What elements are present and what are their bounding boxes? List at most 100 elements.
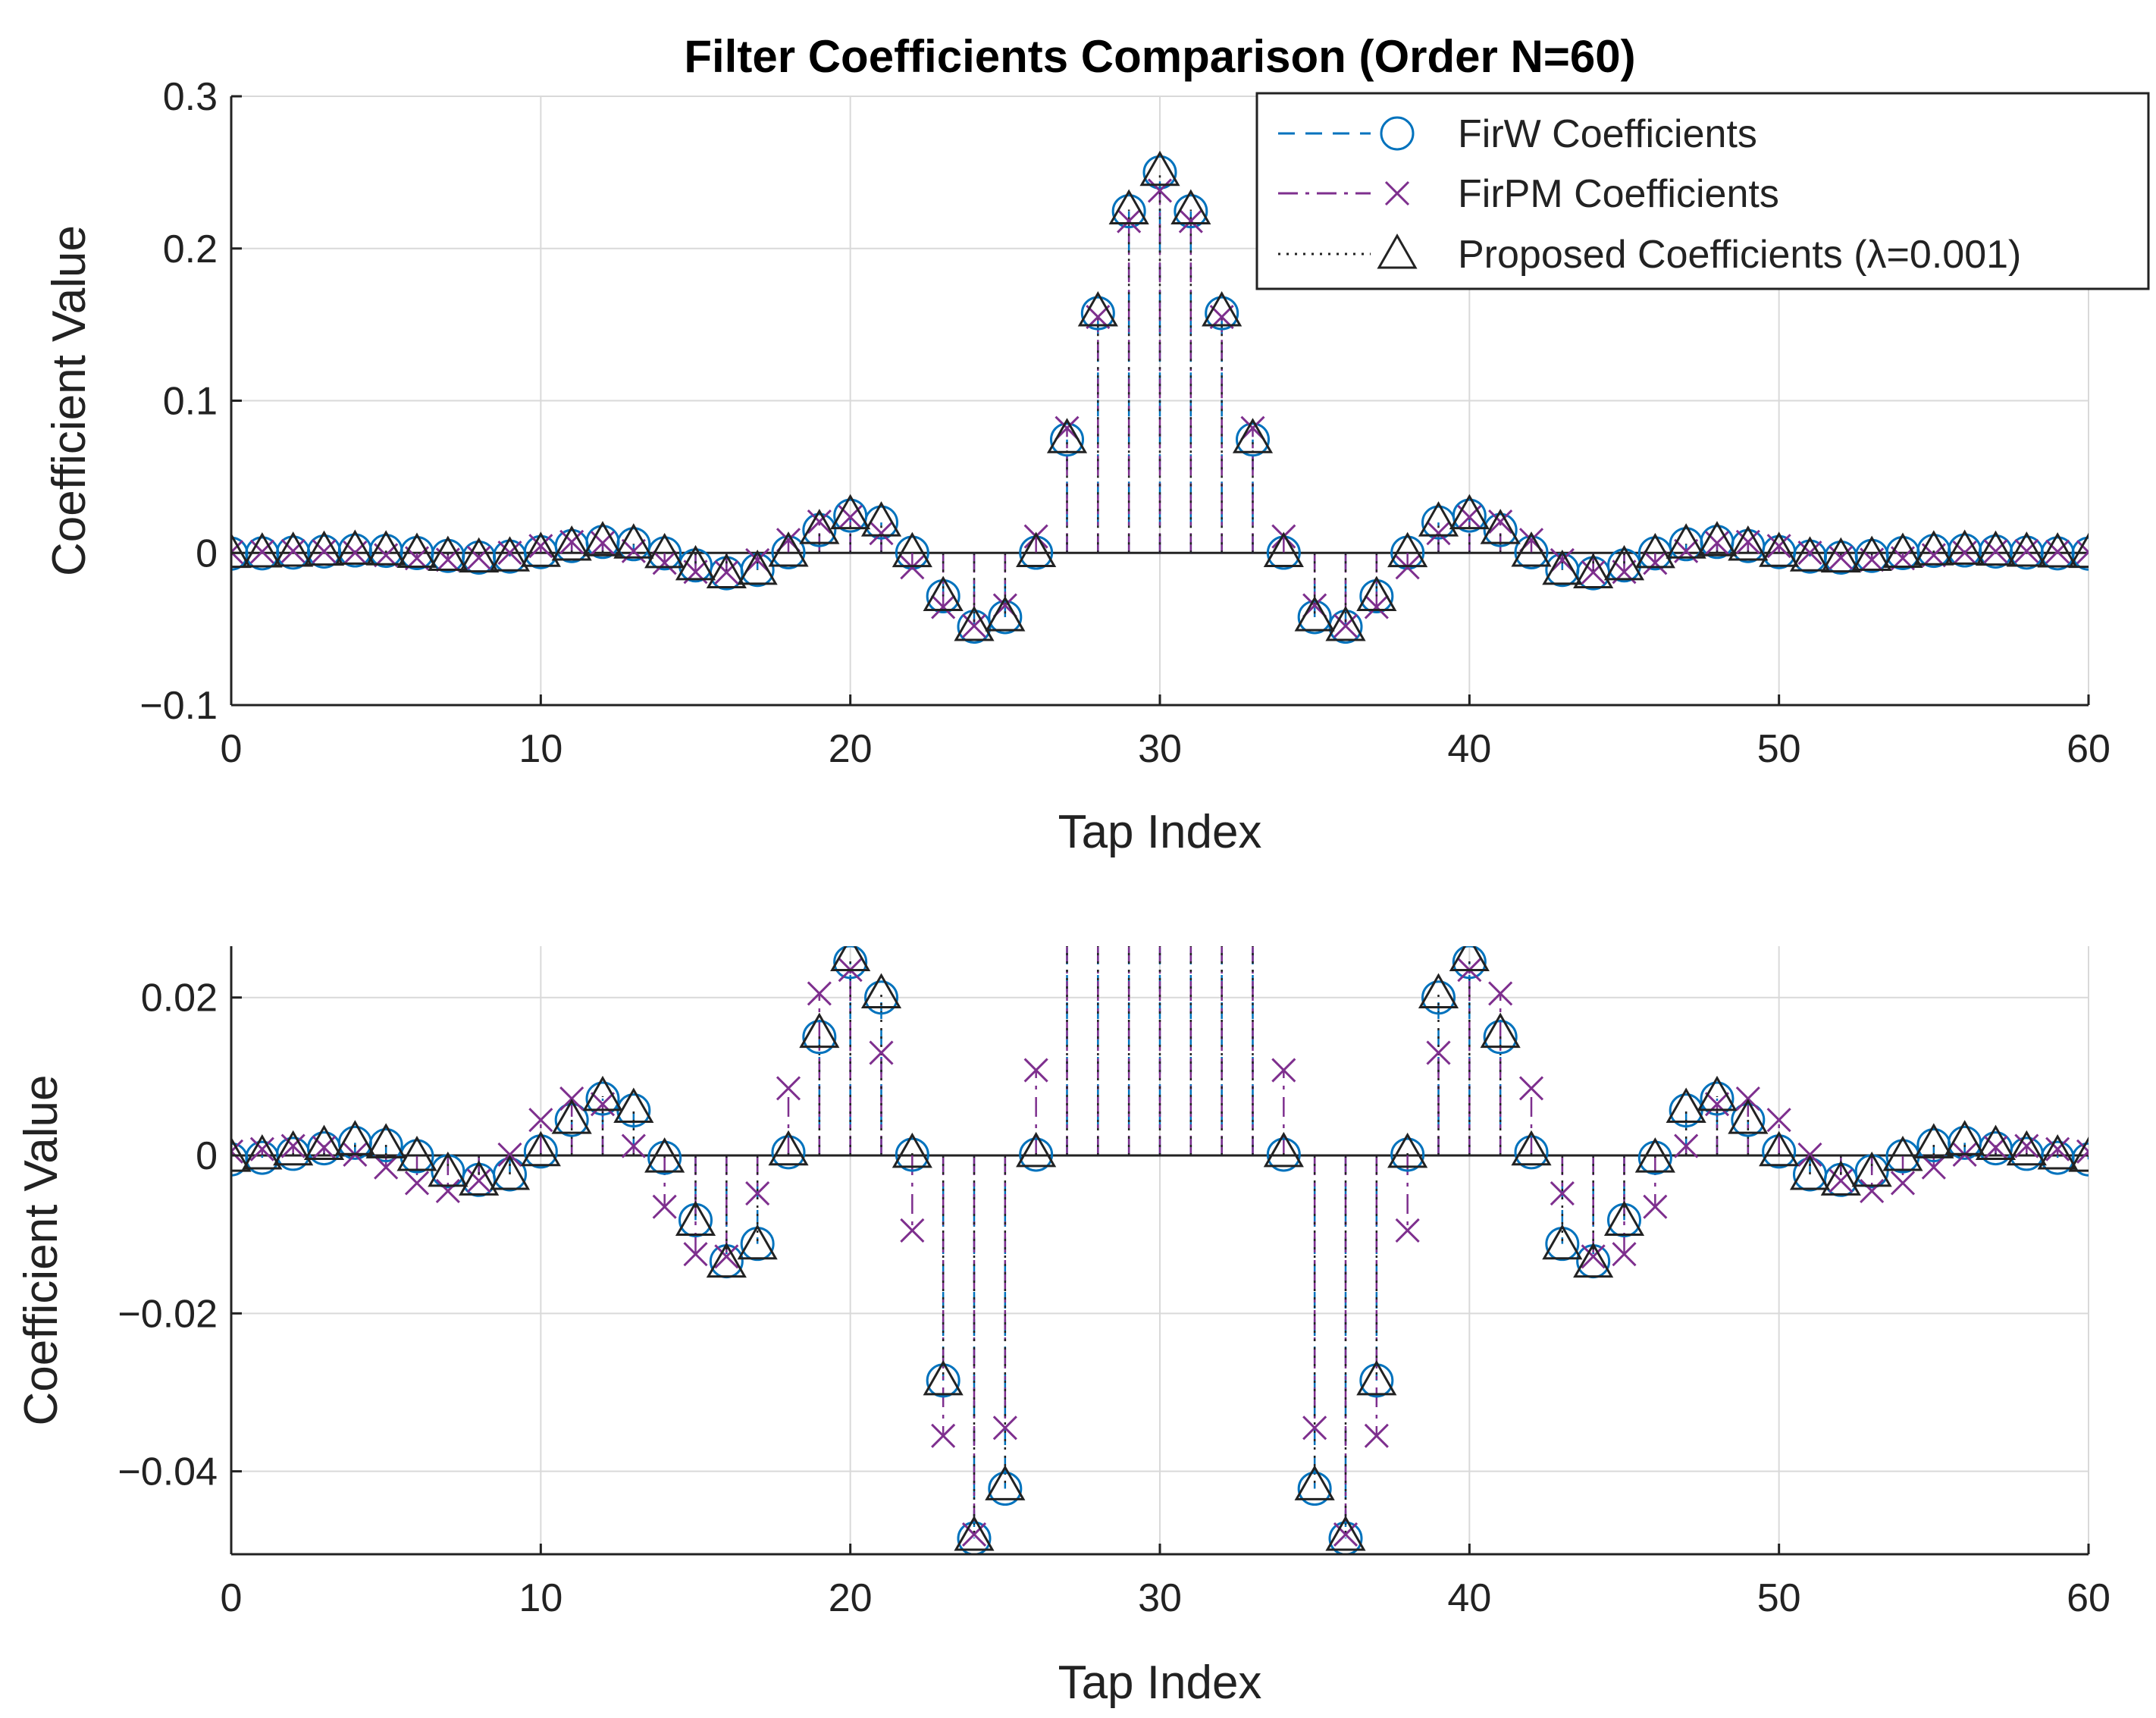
data-point bbox=[1983, 539, 2008, 564]
data-point bbox=[1514, 1135, 1549, 1170]
data-point bbox=[1944, 529, 1985, 565]
data-point bbox=[1480, 1012, 1521, 1049]
legend-box bbox=[1255, 92, 2150, 290]
data-point bbox=[365, 530, 406, 566]
data-point bbox=[435, 1178, 460, 1203]
data-point bbox=[1452, 498, 1487, 533]
y-tick-label: 0.02 bbox=[141, 977, 218, 1020]
data-point bbox=[1514, 535, 1549, 569]
data-point bbox=[1975, 530, 2017, 566]
data-point bbox=[1612, 1242, 1637, 1267]
data-point bbox=[1139, 150, 1180, 187]
data-point bbox=[2006, 531, 2047, 567]
data-point bbox=[1581, 1244, 1606, 1269]
y-tick-label: 0.1 bbox=[163, 380, 218, 424]
data-point bbox=[830, 494, 871, 530]
y-tick-label: 0.2 bbox=[163, 227, 218, 271]
data-point bbox=[1797, 1142, 1822, 1168]
data-point bbox=[706, 1242, 747, 1278]
data-point bbox=[520, 1130, 561, 1167]
data-point bbox=[807, 509, 832, 535]
data-point bbox=[714, 560, 739, 585]
x-tick-label: 20 bbox=[829, 1576, 873, 1620]
x-tick-label: 20 bbox=[829, 727, 873, 771]
data-point bbox=[2076, 1139, 2089, 1164]
data-point bbox=[1829, 1168, 1854, 1193]
data-point bbox=[1766, 1108, 1791, 1133]
data-point bbox=[1789, 1155, 1831, 1190]
markers-2 bbox=[231, 958, 2089, 1547]
data-point bbox=[280, 538, 306, 563]
data-point bbox=[559, 529, 584, 554]
data-point bbox=[706, 553, 747, 589]
legend-marker bbox=[1384, 180, 1410, 206]
data-point bbox=[1975, 1124, 2017, 1160]
data-point bbox=[1697, 1075, 1738, 1111]
data-point bbox=[428, 535, 468, 571]
data-point bbox=[1297, 600, 1332, 635]
data-point bbox=[923, 575, 964, 611]
data-point bbox=[1142, 155, 1177, 190]
data-point bbox=[1851, 535, 1892, 571]
data-point bbox=[1302, 1415, 1327, 1441]
legend-entry: FirPM Coefficients bbox=[1458, 172, 1779, 216]
x-tick-label: 10 bbox=[519, 1576, 563, 1620]
data-point bbox=[1395, 555, 1420, 580]
y-axis-label: Coefficient Value bbox=[15, 1074, 67, 1425]
data-point bbox=[2045, 1136, 2070, 1162]
data-point bbox=[613, 523, 654, 559]
data-point bbox=[1882, 1136, 1923, 1171]
data-point bbox=[988, 1472, 1023, 1506]
legend-marker bbox=[1377, 233, 1418, 269]
data-point bbox=[714, 1244, 739, 1269]
data-point bbox=[273, 531, 314, 567]
data-point bbox=[489, 536, 531, 572]
data-point bbox=[1294, 596, 1335, 632]
data-point bbox=[1704, 1092, 1730, 1117]
data-point bbox=[892, 1132, 932, 1168]
data-point bbox=[497, 540, 522, 566]
data-point bbox=[954, 605, 995, 641]
data-point bbox=[1147, 178, 1173, 203]
data-point bbox=[2006, 1130, 2047, 1166]
data-point bbox=[737, 549, 778, 585]
chart-title: Filter Coefficients Comparison (Order N=… bbox=[684, 31, 1635, 82]
data-point bbox=[554, 1102, 589, 1137]
data-point bbox=[312, 539, 337, 564]
x-axis-label: Tap Index bbox=[1058, 1657, 1262, 1709]
data-point bbox=[1483, 1020, 1518, 1055]
y-tick-label: 0.3 bbox=[163, 75, 218, 119]
data-point bbox=[303, 530, 345, 566]
data-point bbox=[2037, 1133, 2078, 1170]
data-point bbox=[675, 1200, 716, 1236]
data-point bbox=[621, 1133, 646, 1158]
data-point bbox=[1418, 501, 1459, 537]
data-point bbox=[1266, 1137, 1301, 1172]
x-tick-label: 40 bbox=[1447, 727, 1491, 771]
data-point bbox=[1390, 1137, 1425, 1172]
data-point bbox=[675, 544, 716, 581]
data-point bbox=[652, 550, 677, 575]
data-point bbox=[585, 1081, 620, 1116]
data-point bbox=[985, 1465, 1026, 1500]
data-point bbox=[1603, 1200, 1645, 1236]
data-point bbox=[2068, 1136, 2089, 1172]
data-point bbox=[1356, 1359, 1397, 1396]
data-point bbox=[1797, 540, 1822, 566]
data-point bbox=[1921, 1155, 1946, 1180]
data-point bbox=[1944, 1120, 1985, 1155]
data-point bbox=[2068, 532, 2089, 569]
data-point bbox=[231, 532, 252, 569]
data-point bbox=[582, 1075, 623, 1111]
data-point bbox=[923, 1359, 964, 1396]
data-point bbox=[1452, 946, 1487, 980]
data-point bbox=[768, 531, 809, 567]
data-point bbox=[1735, 1086, 1760, 1111]
data-point bbox=[528, 1108, 553, 1133]
data-point bbox=[799, 509, 840, 544]
data-point bbox=[2071, 536, 2089, 571]
data-point bbox=[745, 1180, 770, 1206]
data-point bbox=[2014, 1133, 2039, 1158]
data-point bbox=[1697, 521, 1738, 556]
